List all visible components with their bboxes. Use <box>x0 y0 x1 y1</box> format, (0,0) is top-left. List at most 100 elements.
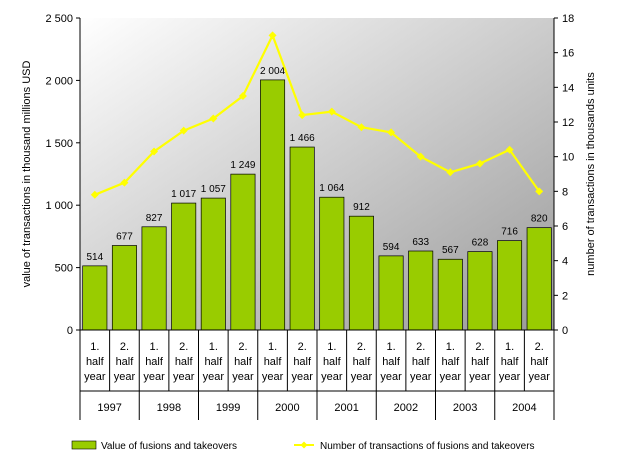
bar <box>319 196 345 331</box>
line-point <box>357 123 366 132</box>
bar-series <box>82 79 552 331</box>
category-label-line2: half <box>441 356 460 368</box>
category-label-line3: year <box>143 371 165 383</box>
left-tick-label: 0 <box>67 325 73 337</box>
legend-line-label: Number of transactions of fusions and ta… <box>320 441 535 452</box>
category-label-line2: half <box>412 356 431 368</box>
left-tick-label: 1 000 <box>45 200 73 212</box>
category-label-line2: half <box>234 356 253 368</box>
category-label-line3: year <box>528 371 550 383</box>
left-axis: 0 500 1 000 1 500 2 000 2 500 <box>45 13 81 337</box>
category-label-line2: half <box>530 356 549 368</box>
bar-data-label: 594 <box>383 242 400 253</box>
category-label-line3: year <box>114 371 136 383</box>
line-point <box>505 145 514 154</box>
bar-data-labels: 514 677 827 1 017 1 057 1 249 2 004 1 466 1 064 9… <box>86 66 547 263</box>
bar <box>82 265 108 331</box>
line-point <box>90 190 99 199</box>
right-tick-label: 2 <box>562 290 568 302</box>
right-tick-label: 8 <box>562 186 568 198</box>
category-label-line1: 2. <box>238 341 247 353</box>
category-label-line1: 1. <box>268 341 277 353</box>
category-label-line3: year <box>440 371 462 383</box>
category-label-line3: year <box>232 371 254 383</box>
legend: Value of fusions and takeovers Number of… <box>71 440 535 452</box>
category-label-line1: 1. <box>209 341 218 353</box>
line-point <box>475 159 484 168</box>
bar-data-label: 1 466 <box>290 133 315 144</box>
category-label-line2: half <box>293 356 312 368</box>
bar <box>437 258 463 331</box>
y-axis-label: value of transactions in thousand millio… <box>21 61 33 288</box>
right-tick-label: 14 <box>562 82 574 94</box>
bar <box>260 79 286 331</box>
category-label-line3: year <box>351 371 373 383</box>
bar <box>289 146 315 331</box>
bar <box>408 250 434 331</box>
bar <box>230 173 256 331</box>
right-tick-label: 6 <box>562 221 568 233</box>
category-label-line3: year <box>173 371 195 383</box>
left-tick-label: 1 500 <box>45 138 73 150</box>
bar-data-label: 633 <box>412 237 429 248</box>
bar-data-label: 514 <box>86 252 103 263</box>
category-label-line2: half <box>86 356 105 368</box>
left-tick-label: 2 500 <box>45 13 73 25</box>
category-label-line2: half <box>501 356 520 368</box>
year-label: 2001 <box>334 402 358 414</box>
bar <box>348 215 374 331</box>
category-label-line3: year <box>203 371 225 383</box>
line-point <box>416 152 425 161</box>
bar <box>526 227 552 331</box>
legend-bar-label: Value of fusions and takeovers <box>101 441 237 452</box>
line-point <box>268 31 277 40</box>
legend-bar-swatch <box>71 440 97 450</box>
year-label: 1999 <box>216 402 240 414</box>
bar-data-label: 1 017 <box>171 189 196 200</box>
year-label: 2002 <box>394 402 418 414</box>
bar-data-label: 1 064 <box>319 183 344 194</box>
category-label-line2: half <box>175 356 194 368</box>
category-label-line3: year <box>321 371 343 383</box>
category-label-line1: 1. <box>90 341 99 353</box>
category-label-line2: half <box>204 356 223 368</box>
line-point <box>209 114 218 123</box>
bar <box>111 245 137 331</box>
y2-axis-label: number of transactions in thousands unit… <box>585 72 597 276</box>
category-label-line1: 2. <box>475 341 484 353</box>
category-label-line3: year <box>499 371 521 383</box>
category-label-line1: 2. <box>535 341 544 353</box>
line-point <box>446 168 455 177</box>
line-point <box>150 147 159 156</box>
category-axis: 1. half year 2. half year 1. half year 2. half year… <box>79 329 555 420</box>
bar-data-label: 2 004 <box>260 66 285 77</box>
line-point <box>327 107 336 116</box>
line-point <box>238 92 247 100</box>
category-label-line1: 2. <box>179 341 188 353</box>
category-label-line1: 1. <box>149 341 158 353</box>
bar-data-label: 912 <box>353 202 370 213</box>
category-label-line2: half <box>145 356 164 368</box>
line-point <box>120 178 129 187</box>
category-label-line1: 1. <box>327 341 336 353</box>
right-tick-label: 18 <box>562 13 574 25</box>
bar <box>378 255 404 331</box>
bar-data-label: 820 <box>531 214 548 225</box>
line-series <box>90 31 544 199</box>
series-line <box>94 32 541 196</box>
bar-data-label: 716 <box>501 227 518 238</box>
category-label-line1: 2. <box>357 341 366 353</box>
bar-data-label: 827 <box>146 213 163 224</box>
line-point <box>179 126 188 135</box>
bar-data-label: 677 <box>116 232 133 243</box>
bar <box>200 197 226 331</box>
category-label-line3: year <box>262 371 284 383</box>
category-label-line2: half <box>382 356 401 368</box>
category-label-line3: year <box>84 371 106 383</box>
line-point <box>387 128 396 137</box>
right-tick-label: 12 <box>562 117 574 129</box>
category-label-line3: year <box>410 371 432 383</box>
bar-data-label: 1 057 <box>201 184 226 195</box>
left-tick-label: 500 <box>55 263 73 275</box>
